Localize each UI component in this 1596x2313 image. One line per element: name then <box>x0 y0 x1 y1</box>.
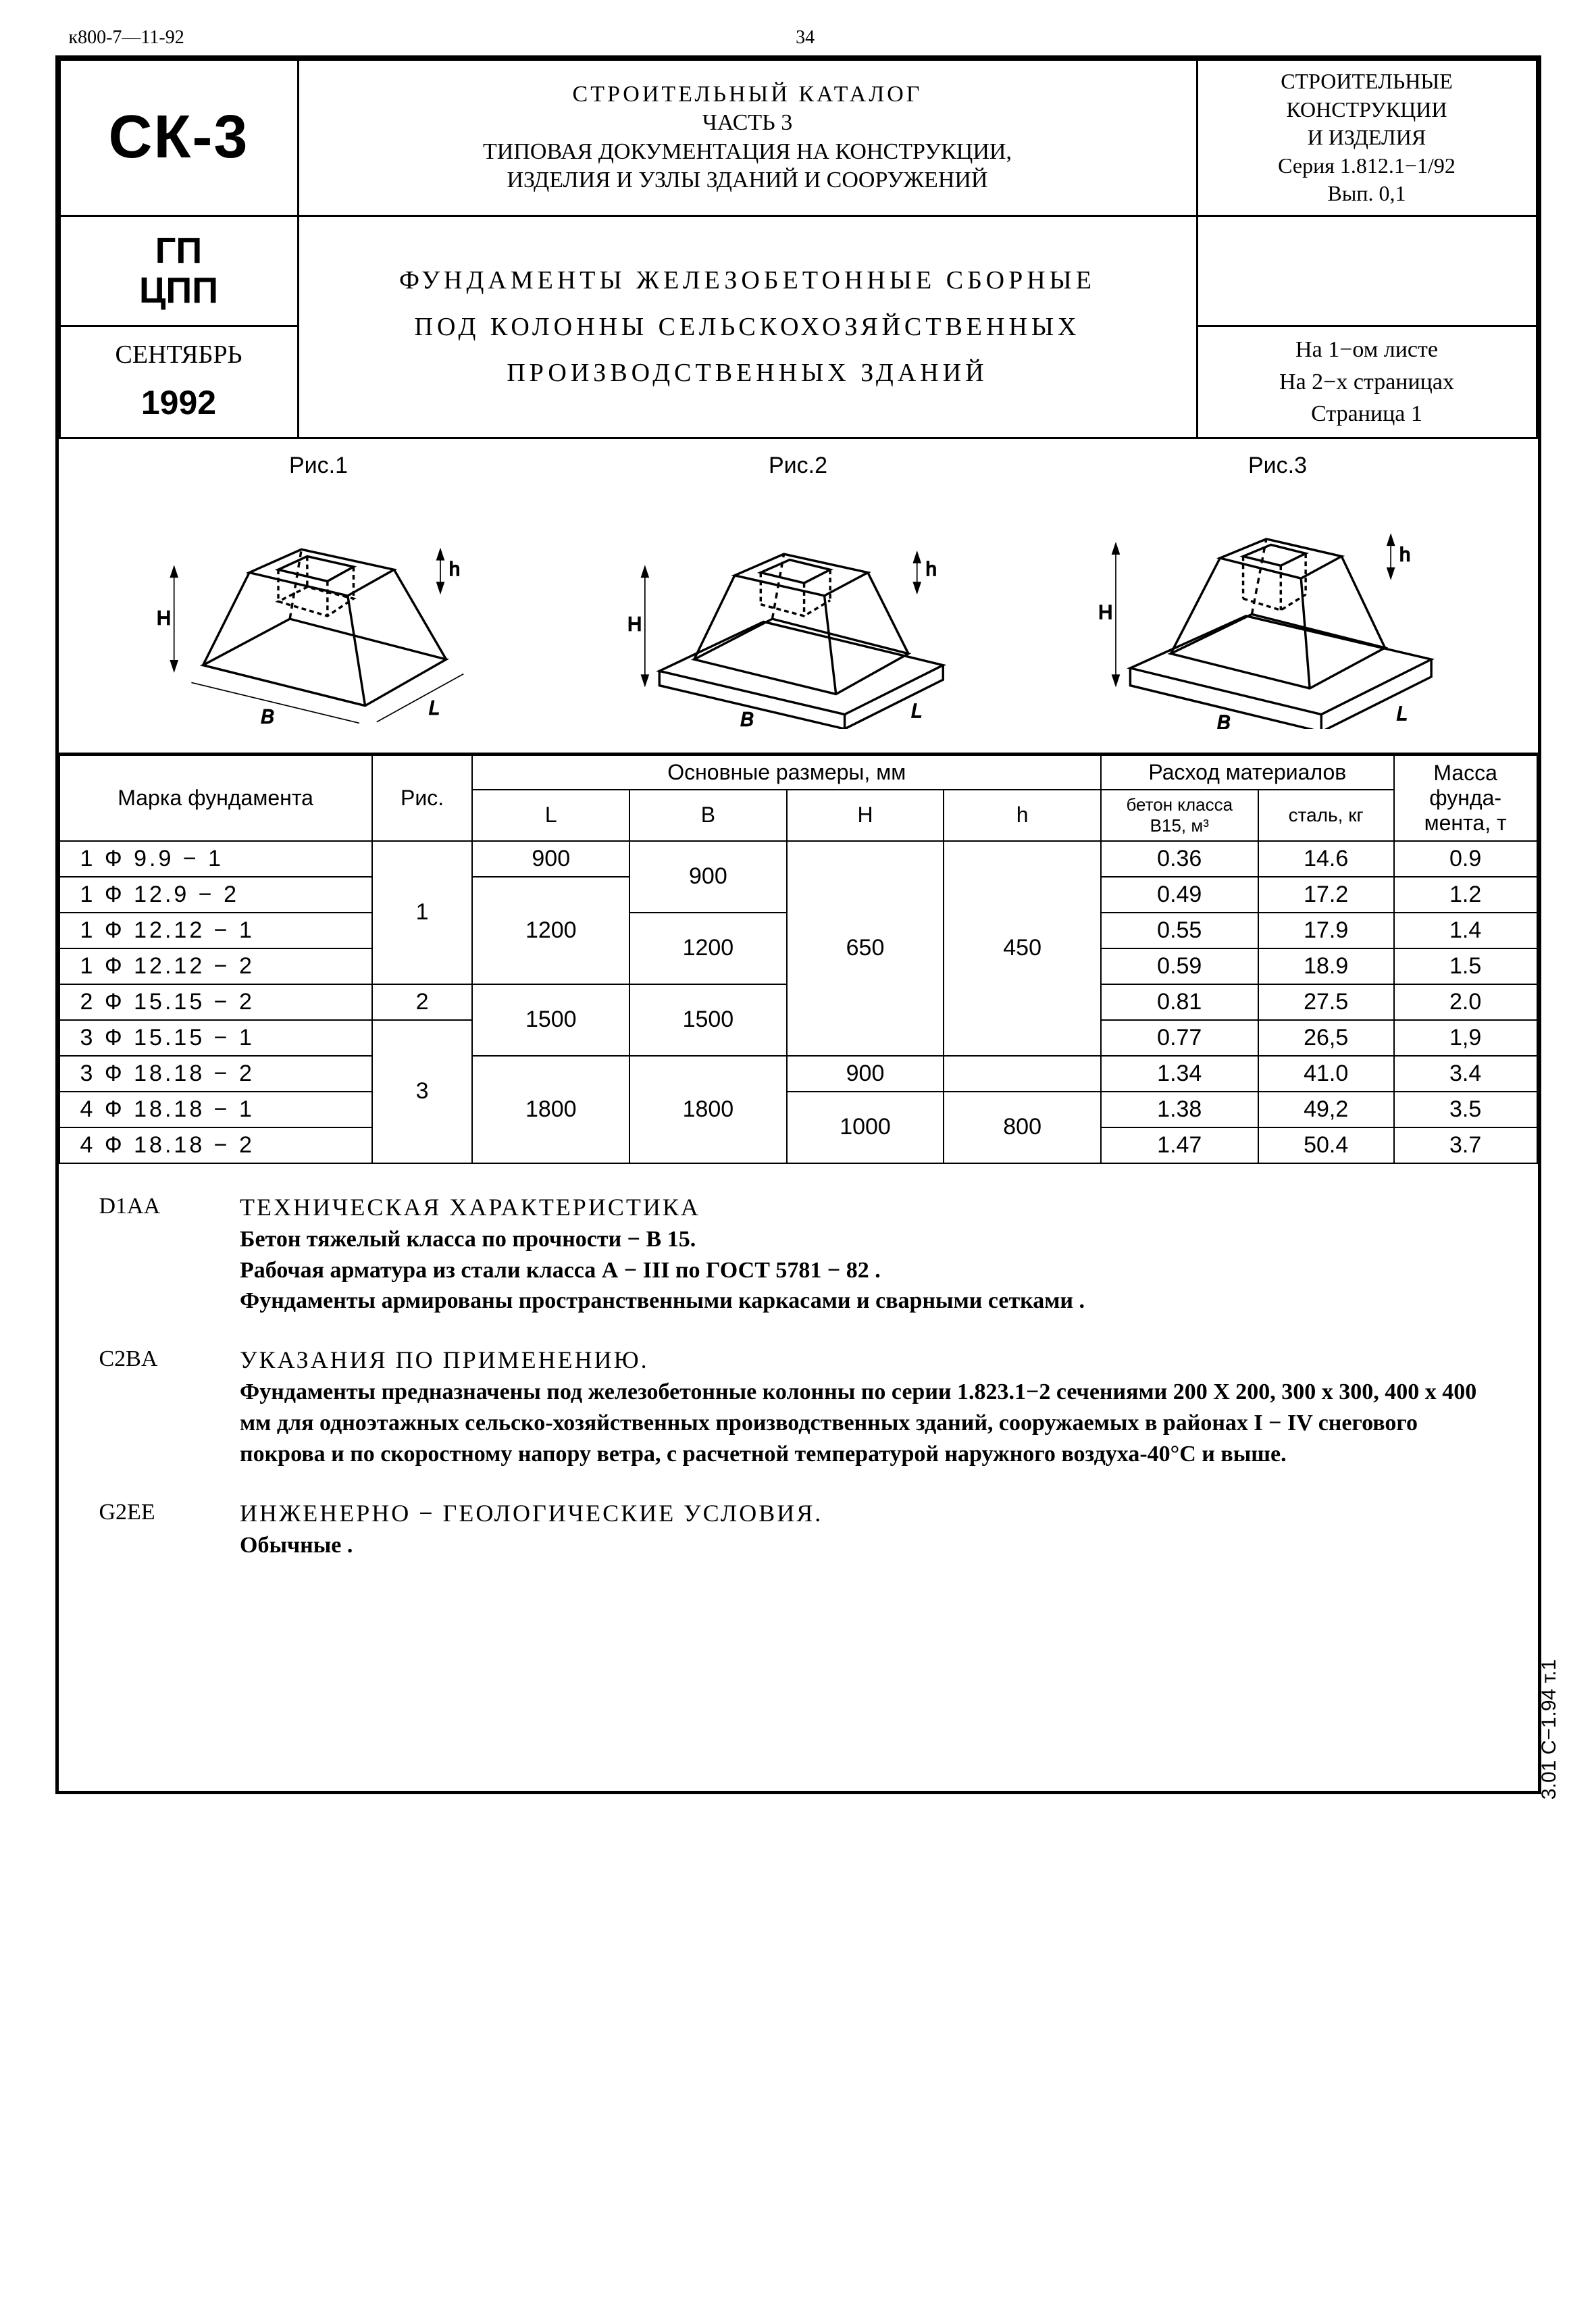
section-g2ee: G2EE ИНЖЕНЕРНО − ГЕОЛОГИЧЕСКИЕ УСЛОВИЯ. … <box>99 1497 1497 1561</box>
month: СЕНТЯБРЬ <box>68 334 290 376</box>
col-dims: Основные размеры, мм <box>472 755 1101 790</box>
series-l2: КОНСТРУКЦИИ <box>1205 96 1529 124</box>
main-title-l3: ПРОИЗВОДСТВЕННЫХ ЗДАНИЙ <box>306 350 1189 396</box>
svg-text:h: h <box>925 559 936 580</box>
figure-2: Рис.2 <box>559 453 1038 732</box>
col-steel: сталь, кг <box>1258 790 1394 841</box>
svg-text:H: H <box>157 607 171 629</box>
svg-text:L: L <box>1396 703 1407 725</box>
catalog-l4: ИЗДЕЛИЯ И УЗЛЫ ЗДАНИЙ И СООРУЖЕНИЙ <box>306 166 1189 195</box>
col-L: L <box>472 790 629 841</box>
pages-l3: Страница 1 <box>1205 398 1529 430</box>
svg-text:L: L <box>911 701 922 722</box>
pages-l1: На 1−ом листе <box>1205 334 1529 366</box>
section-c2ba: C2BA УКАЗАНИЯ ПО ПРИМЕНЕНИЮ. Фундаменты … <box>99 1344 1497 1470</box>
svg-text:B: B <box>740 709 753 728</box>
col-conc: бетон класса В15, м³ <box>1101 790 1258 841</box>
top-marks: к800-7—11-92 34 <box>55 27 1541 49</box>
data-table: Марка фундамента Рис. Основные размеры, … <box>59 755 1538 1164</box>
col-H: H <box>787 790 944 841</box>
foundation-iso-1: H h B L <box>79 486 559 729</box>
table-row: 3 Ф 18.18 − 2 1800 1800 900 1.34 41.0 3.… <box>59 1056 1537 1092</box>
sk-code: СК-3 <box>68 103 290 172</box>
svg-text:H: H <box>627 613 642 635</box>
col-mass: Масса фунда-мента, т <box>1394 755 1537 841</box>
main-title-l1: ФУНДАМЕНТЫ ЖЕЛЕЗОБЕТОННЫЕ СБОРНЫЕ <box>306 257 1189 303</box>
table-row: 4 Ф 18.18 − 1 1000 800 1.38 49,2 3.5 <box>59 1092 1537 1127</box>
series-l5: Вып. 0,1 <box>1205 180 1529 208</box>
pages-l2: На 2−х страницах <box>1205 366 1529 399</box>
side-note: 3.01 С−1.94 т.1 <box>1539 1659 1562 1800</box>
foundation-iso-2: H h B L <box>559 486 1038 729</box>
figure-3: Рис.3 <box>1038 453 1518 732</box>
figures-row: Рис.1 <box>59 439 1538 755</box>
svg-text:h: h <box>448 559 459 580</box>
year: 1992 <box>68 376 290 430</box>
svg-text:B: B <box>1217 712 1230 729</box>
series-l4: Серия 1.812.1−1/92 <box>1205 152 1529 180</box>
page-number: 34 <box>796 27 815 49</box>
svg-text:h: h <box>1399 544 1410 565</box>
figure-1: Рис.1 <box>79 453 559 732</box>
catalog-l2: ЧАСТЬ 3 <box>306 109 1189 138</box>
col-mat: Расход материалов <box>1101 755 1394 790</box>
col-B: B <box>629 790 787 841</box>
section-d1aa: D1AA ТЕХНИЧЕСКАЯ ХАРАКТЕРИСТИКА Бетон тя… <box>99 1191 1497 1317</box>
col-mark: Марка фундамента <box>59 755 372 841</box>
col-hh: h <box>944 790 1101 841</box>
foundation-iso-3: H h B L <box>1038 486 1518 729</box>
catalog-l1: СТРОИТЕЛЬНЫЙ КАТАЛОГ <box>306 80 1189 109</box>
notes-section: D1AA ТЕХНИЧЕСКАЯ ХАРАКТЕРИСТИКА Бетон тя… <box>59 1164 1538 1791</box>
svg-text:L: L <box>428 697 439 719</box>
doc-code: к800-7—11-92 <box>69 27 184 49</box>
main-title-l2: ПОД КОЛОННЫ СЕЛЬСКОХОЗЯЙСТВЕННЫХ <box>306 304 1189 350</box>
svg-text:B: B <box>261 706 274 728</box>
table-row: 1 Ф 9.9 − 1 1 900 900 650 450 0.36 14.6 … <box>59 841 1537 877</box>
series-l3: И ИЗДЕЛИЯ <box>1205 124 1529 152</box>
catalog-l3: ТИПОВАЯ ДОКУМЕНТАЦИЯ НА КОНСТРУКЦИИ, <box>306 138 1189 167</box>
document-frame: СК-3 СТРОИТЕЛЬНЫЙ КАТАЛОГ ЧАСТЬ 3 ТИПОВА… <box>55 55 1541 1794</box>
col-fig: Рис. <box>372 755 473 841</box>
svg-text:H: H <box>1098 602 1112 624</box>
gp-label: ГП ЦПП <box>68 231 290 311</box>
header-table: СК-3 СТРОИТЕЛЬНЫЙ КАТАЛОГ ЧАСТЬ 3 ТИПОВА… <box>59 59 1538 439</box>
series-l1: СТРОИТЕЛЬНЫЕ <box>1205 68 1529 96</box>
